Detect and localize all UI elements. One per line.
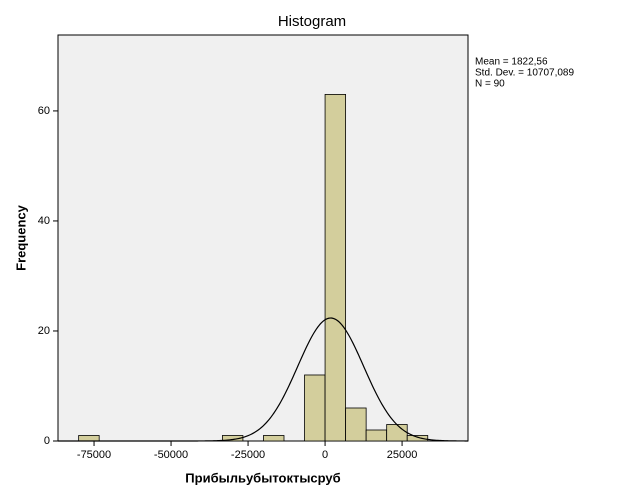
y-tick-label: 60 xyxy=(38,105,50,117)
stats-label: N = 90 xyxy=(475,79,505,90)
bar xyxy=(324,94,347,442)
y-axis-label: Frequency xyxy=(13,204,28,271)
y-tick-label: 0 xyxy=(44,435,50,447)
bar xyxy=(221,435,244,442)
bar xyxy=(365,429,388,442)
bar xyxy=(263,435,285,442)
x-tick-label: -25000 xyxy=(231,449,265,461)
x-tick-label: 0 xyxy=(322,449,328,461)
chart-title: Histogram xyxy=(278,13,346,30)
x-axis-label: Прибыльубытоктысруб xyxy=(185,470,340,485)
bar xyxy=(78,435,100,442)
stats-label: Std. Dev. = 10707,089 xyxy=(475,68,574,79)
x-tick-label: -75000 xyxy=(77,449,111,461)
y-tick-label: 40 xyxy=(38,215,50,227)
plot-area xyxy=(57,34,469,442)
x-tick-label: 25000 xyxy=(387,449,418,461)
stats-label: Mean = 1822,56 xyxy=(475,57,548,68)
normal-curve xyxy=(58,317,469,442)
bar xyxy=(386,424,408,442)
bar xyxy=(406,435,429,442)
bar xyxy=(345,407,367,442)
y-tick-label: 20 xyxy=(38,325,50,337)
x-tick-label: -50000 xyxy=(154,449,188,461)
bar xyxy=(304,374,326,442)
